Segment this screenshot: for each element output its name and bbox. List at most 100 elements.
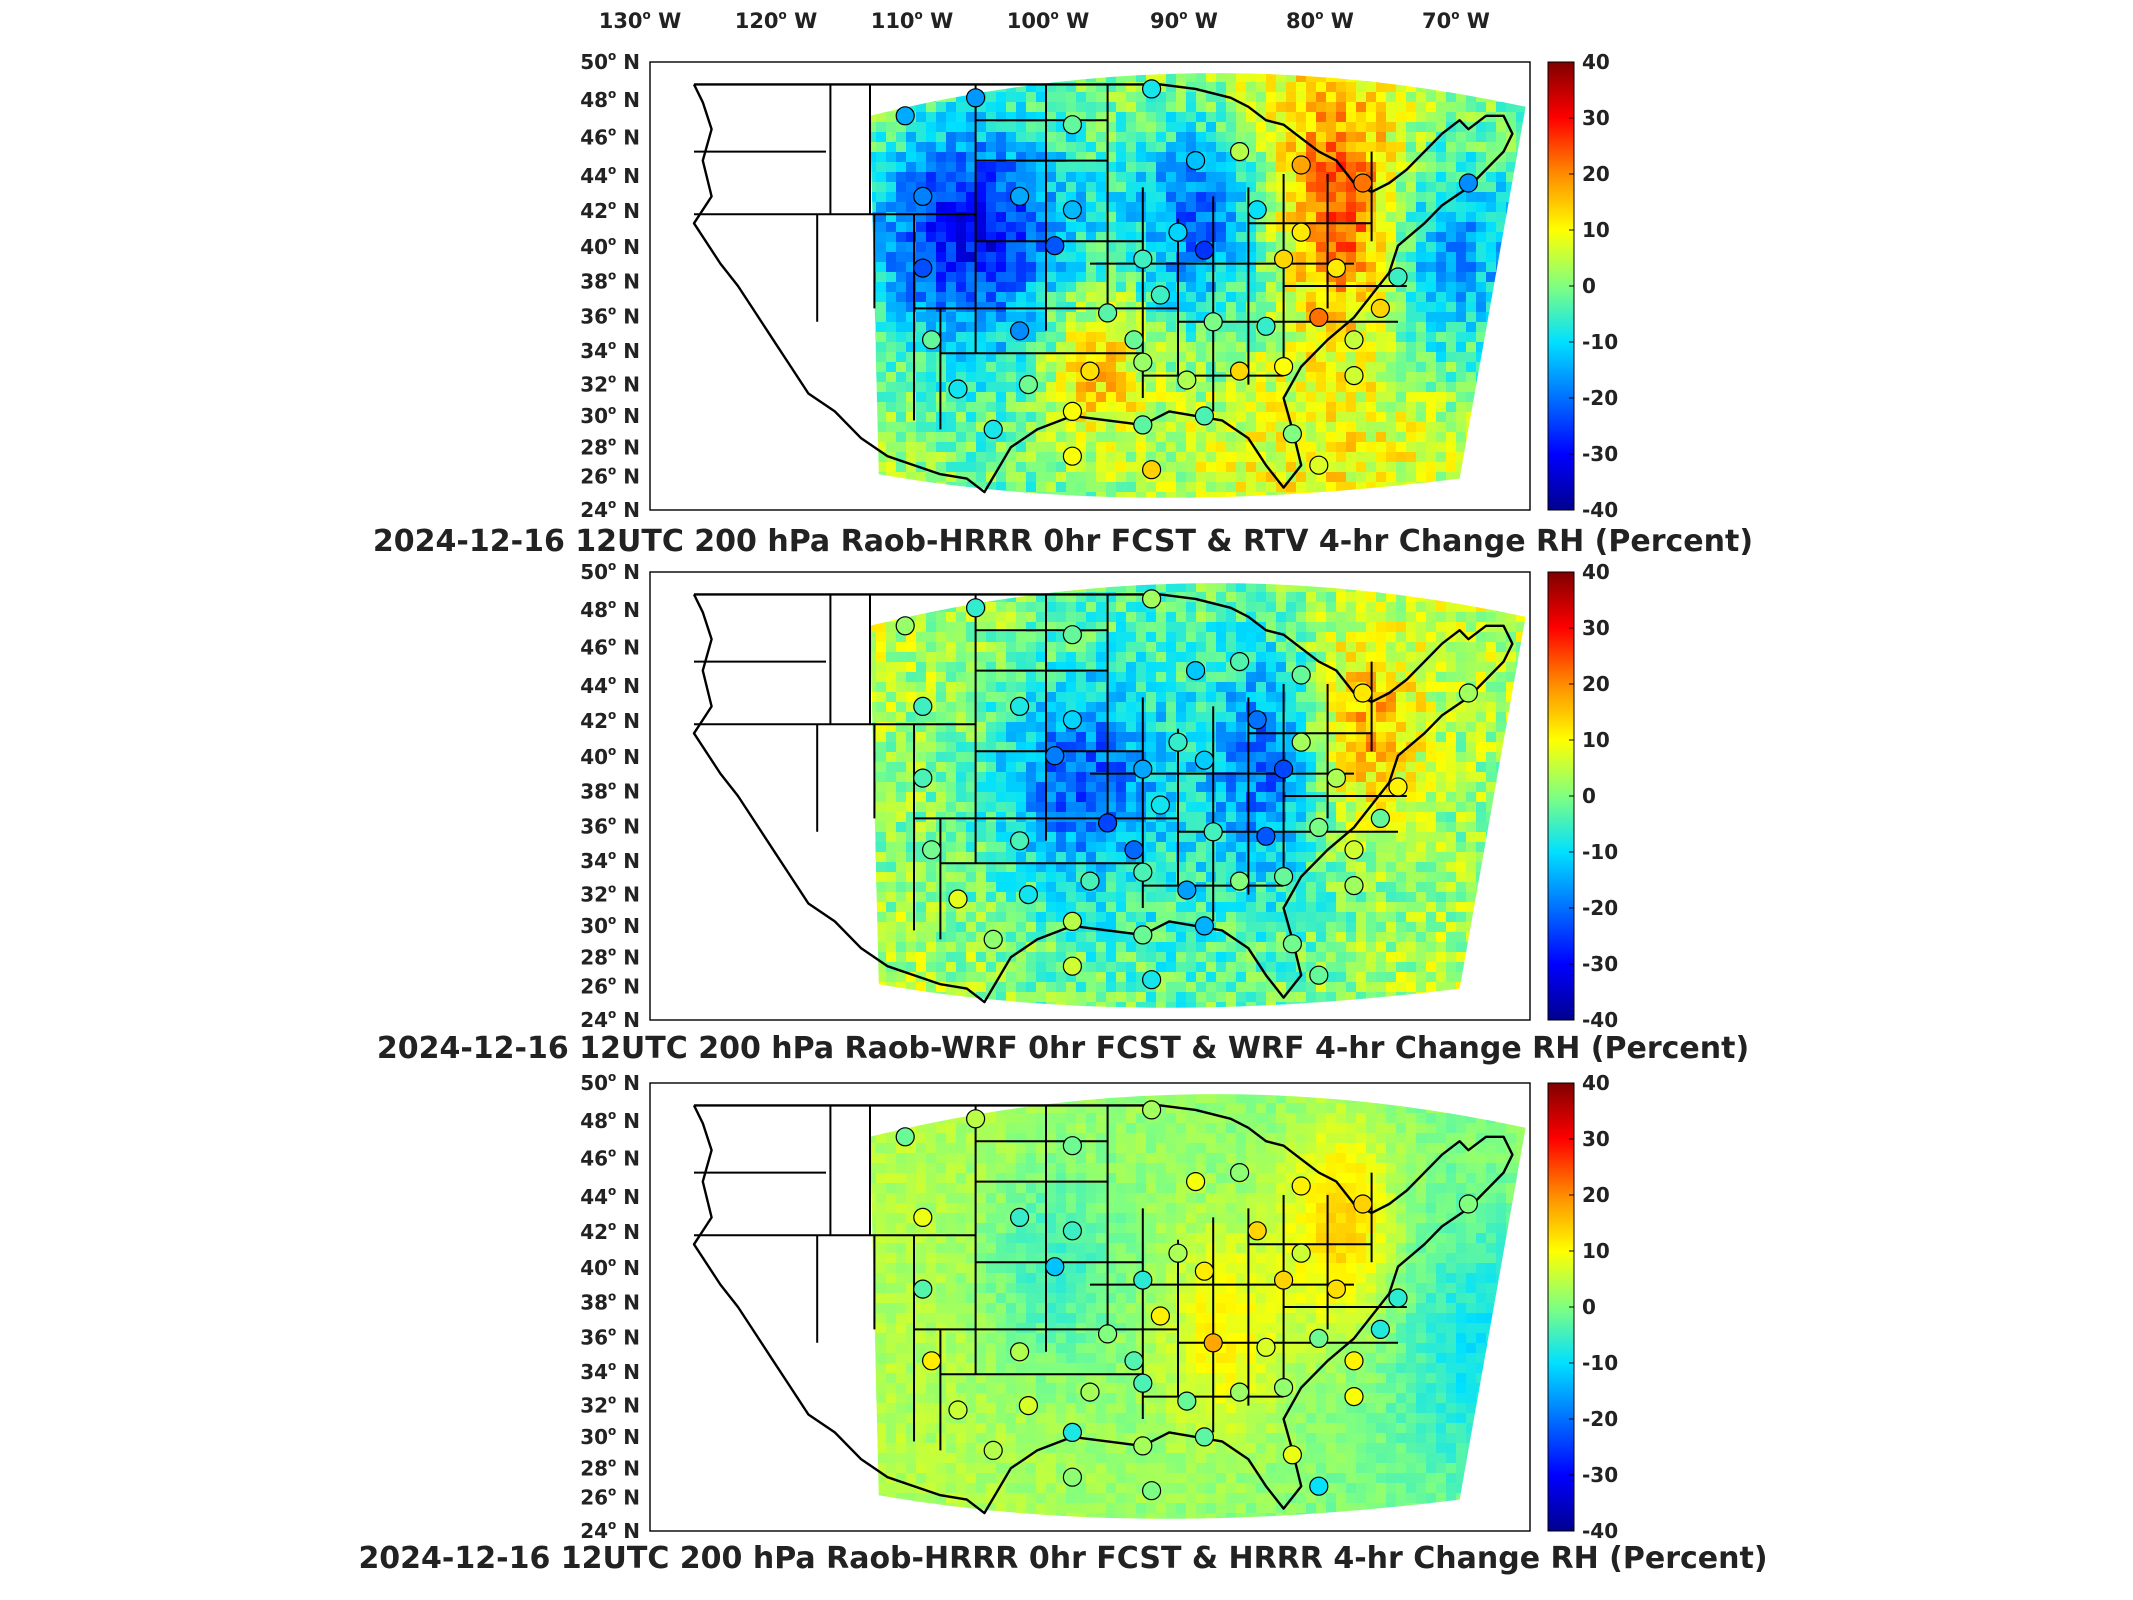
colorbar-tick-label: 10 — [1582, 218, 1610, 242]
colorbar-tick-label: -40 — [1582, 498, 1618, 522]
latitude-labels: 50o N 48o N 46o N 44o N 42o N 40o N 38o N 36o N… — [580, 559, 640, 1032]
raob-station-marker — [1229, 871, 1250, 891]
raob-stations — [895, 79, 1479, 480]
raob-station-marker — [1256, 316, 1276, 336]
longitude-label: 120o W — [735, 8, 818, 33]
colorbar-tick-label: 30 — [1582, 616, 1610, 640]
colorbar-tick-label: -30 — [1582, 952, 1618, 976]
raob-station-marker — [1388, 777, 1408, 797]
map-panel-raob-hrrr-rtv: 50o N 48o N 46o N 44o N 42o N 40o N 38o N 36o N… — [580, 49, 1618, 522]
panel-1-title: 2024-12-16 12UTC 200 hPa Raob-HRRR 0hr F… — [373, 524, 1753, 559]
raob-stations — [895, 589, 1479, 990]
latitude-label: 34o N — [580, 848, 640, 873]
latitude-label: 32o N — [580, 372, 640, 397]
latitude-label: 34o N — [580, 338, 640, 363]
raob-station-marker — [1247, 1221, 1267, 1241]
colorbar-tick-label: 40 — [1582, 1071, 1610, 1095]
raob-station-marker — [1273, 1270, 1294, 1290]
raob-station-marker — [1458, 1194, 1479, 1214]
latitude-label: 28o N — [580, 434, 640, 459]
raob-station-marker — [1141, 1100, 1162, 1120]
raob-station-marker — [1291, 1243, 1311, 1263]
raob-station-marker — [1344, 330, 1364, 350]
raob-station-marker — [1229, 361, 1250, 381]
raob-station-marker — [1133, 249, 1153, 269]
raob-station-marker — [1018, 884, 1039, 905]
colorbar-tick-label: -40 — [1582, 1519, 1618, 1543]
raob-station-marker — [1141, 460, 1162, 480]
raob-station-marker — [1326, 768, 1347, 788]
raob-station-marker — [1124, 840, 1144, 860]
raob-station-marker — [1045, 1257, 1065, 1277]
raob-station-marker — [1133, 925, 1153, 945]
panel-2-title: 2024-12-16 12UTC 200 hPa Raob-WRF 0hr FC… — [377, 1031, 1749, 1066]
raob-station-marker — [1168, 732, 1188, 752]
raob-station-marker — [1273, 759, 1294, 779]
raob-station-marker — [1194, 1261, 1215, 1281]
raob-station-marker — [895, 1127, 915, 1147]
raob-station-marker — [1229, 1382, 1250, 1402]
raob-station-marker — [1291, 732, 1311, 752]
raob-station-marker — [1353, 683, 1373, 703]
raob-station-marker — [1229, 142, 1250, 162]
raob-station-marker — [1309, 1476, 1329, 1496]
raob-station-marker — [965, 1109, 986, 1129]
raob-station-marker — [1344, 875, 1364, 896]
rh-change-field — [870, 583, 1526, 1008]
raob-station-marker — [1282, 934, 1303, 954]
raob-station-marker — [1185, 660, 1206, 681]
rh-change-field — [870, 73, 1526, 498]
raob-station-marker — [1185, 151, 1206, 171]
raob-station-marker — [1062, 1136, 1083, 1156]
raob-station-marker — [948, 889, 968, 909]
raob-station-marker — [1009, 186, 1030, 206]
latitude-label: 34o N — [580, 1359, 640, 1384]
colorbar-tick-label: 10 — [1582, 1239, 1610, 1263]
raob-stations — [895, 1100, 1479, 1501]
raob-station-marker — [1168, 222, 1188, 242]
raob-station-marker — [1141, 1481, 1162, 1501]
latitude-labels: 50o N 48o N 46o N 44o N 42o N 40o N 38o N 36o N… — [580, 1070, 640, 1543]
panel-3-title: 2024-12-16 12UTC 200 hPa Raob-HRRR 0hr F… — [358, 1541, 1767, 1576]
latitude-label: 42o N — [580, 1219, 640, 1244]
raob-station-marker — [1370, 808, 1391, 829]
raob-station-marker — [1009, 321, 1030, 341]
raob-station-marker — [913, 258, 933, 278]
raob-station-marker — [1291, 222, 1311, 242]
latitude-label: 24o N — [580, 497, 640, 522]
colorbar-tick-label: 0 — [1582, 274, 1596, 298]
latitude-label: 48o N — [580, 87, 640, 112]
plot-frame — [649, 61, 1531, 511]
raob-station-marker — [1309, 455, 1329, 475]
latitude-label: 36o N — [580, 304, 640, 329]
raob-station-marker — [1062, 200, 1083, 220]
raob-station-marker — [1388, 1288, 1408, 1308]
raob-station-marker — [1309, 307, 1329, 327]
raob-station-marker — [1133, 759, 1153, 779]
raob-station-marker — [1009, 696, 1030, 717]
raob-station-marker — [1353, 173, 1373, 193]
latitude-label: 42o N — [580, 198, 640, 223]
raob-station-marker — [1194, 406, 1215, 426]
raob-station-marker — [1009, 1342, 1030, 1362]
latitude-label: 44o N — [580, 1184, 640, 1209]
raob-station-marker — [913, 186, 933, 206]
raob-station-marker — [983, 1440, 1003, 1461]
latitude-labels: 50o N 48o N 46o N 44o N 42o N 40o N 38o N 36o N… — [580, 49, 640, 522]
raob-station-marker — [1291, 665, 1311, 685]
colorbar-tick-label: 20 — [1582, 672, 1610, 696]
latitude-label: 36o N — [580, 814, 640, 839]
latitude-label: 24o N — [580, 1007, 640, 1032]
raob-station-marker — [1177, 370, 1197, 390]
latitude-label: 40o N — [580, 744, 640, 769]
raob-station-marker — [1150, 795, 1171, 815]
raob-station-marker — [921, 840, 942, 860]
raob-station-marker — [1273, 1377, 1294, 1398]
raob-station-marker — [1062, 1467, 1083, 1487]
colorbar-tick-label: 30 — [1582, 106, 1610, 130]
latitude-label: 48o N — [580, 1108, 640, 1133]
longitude-label: 70o W — [1422, 8, 1490, 33]
raob-station-marker — [1177, 880, 1197, 900]
raob-station-marker — [1062, 446, 1083, 466]
latitude-label: 44o N — [580, 163, 640, 188]
